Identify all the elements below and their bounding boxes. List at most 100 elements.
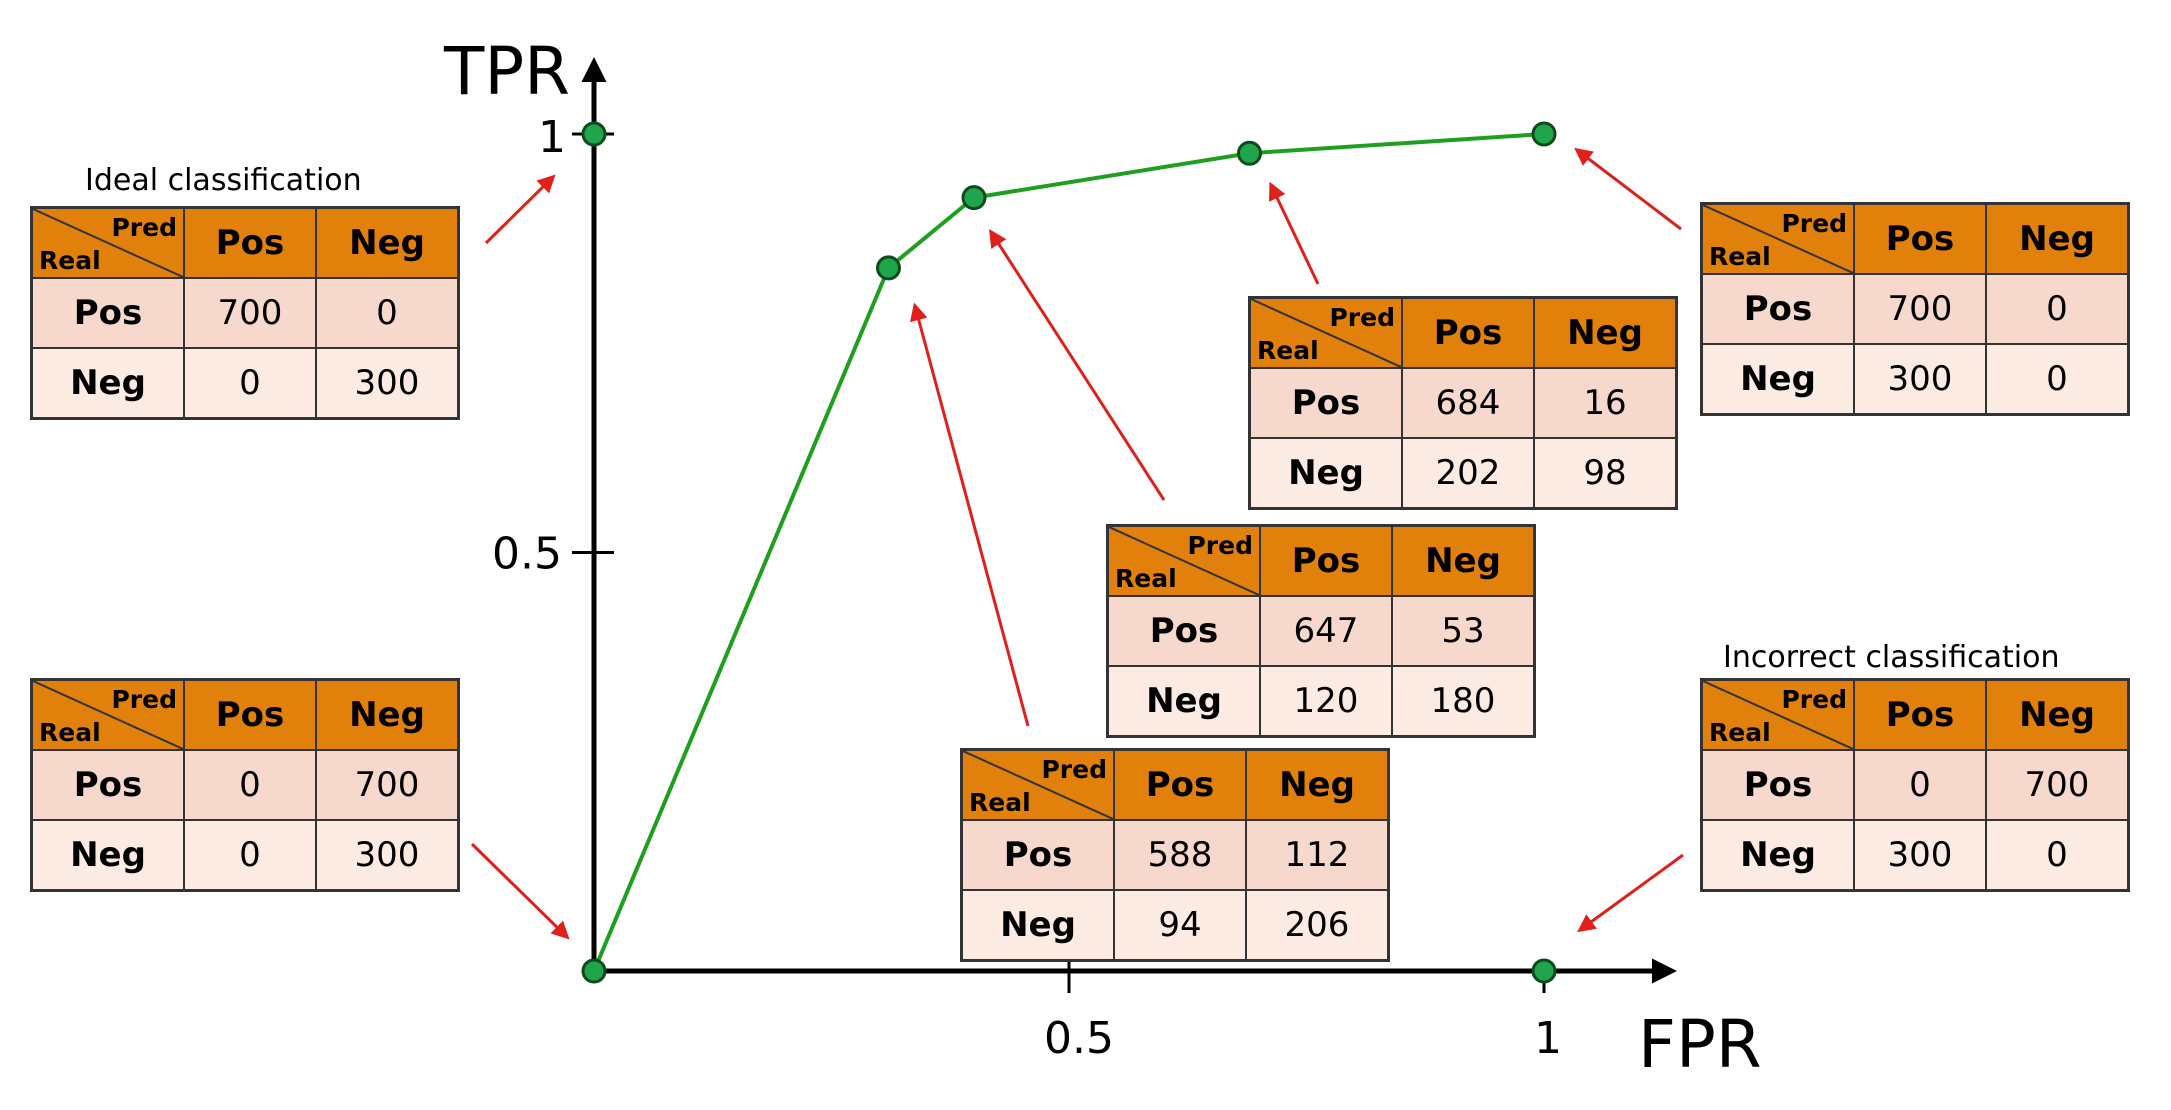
- real-label: Real: [39, 246, 101, 275]
- col-header-neg: Neg: [1391, 524, 1536, 597]
- col-header-pos: Pos: [1853, 202, 1987, 275]
- cell-tn: 0: [1985, 819, 2130, 892]
- cell-fp: 202: [1401, 437, 1535, 510]
- cell-fp: 94: [1113, 889, 1247, 962]
- matrix-corner: Pred Real: [960, 748, 1115, 821]
- corner-diagonal: [1703, 681, 1853, 749]
- confusion-matrix-all-pos: Pred Real Pos Neg Pos 700 0 Neg 300 0: [1700, 202, 2130, 416]
- cell-fn: 700: [315, 749, 460, 821]
- corner-diagonal: [1109, 527, 1259, 595]
- col-header-neg: Neg: [1985, 678, 2130, 751]
- col-header-neg: Neg: [1533, 296, 1678, 369]
- col-header-neg: Neg: [315, 678, 460, 751]
- cell-fp: 120: [1259, 665, 1393, 738]
- cell-fp: 300: [1853, 343, 1987, 416]
- annotation-arrow: [484, 174, 556, 245]
- confusion-matrix-ideal: Pred Real Pos Neg Pos 700 0 Neg 0 300: [30, 206, 460, 420]
- cell-fn: 0: [315, 277, 460, 349]
- cell-fp: 0: [183, 819, 317, 892]
- real-label: Real: [1709, 242, 1771, 271]
- cell-tp: 0: [1853, 749, 1987, 821]
- roc-point: [876, 255, 901, 281]
- annotation-arrow: [470, 842, 570, 940]
- row-header-pos: Pos: [30, 749, 185, 821]
- extreme-point: [1531, 958, 1557, 984]
- roc-point: [1531, 121, 1557, 147]
- row-header-pos: Pos: [1106, 595, 1261, 667]
- cell-tp: 588: [1113, 819, 1247, 891]
- pred-label: Pred: [1329, 303, 1395, 332]
- matrix-caption: Ideal classification: [85, 163, 362, 198]
- cell-tn: 300: [315, 347, 460, 420]
- row-header-neg: Neg: [1248, 437, 1403, 510]
- x-tick-label: 1: [1534, 1013, 1562, 1064]
- confusion-matrix-all-neg: Pred Real Pos Neg Pos 0 700 Neg 0 300: [30, 678, 460, 892]
- row-header-pos: Pos: [30, 277, 185, 349]
- x-axis-label: FPR: [1638, 1006, 1762, 1083]
- pred-label: Pred: [1781, 209, 1847, 238]
- y-tick-label: 0.5: [492, 529, 562, 580]
- real-label: Real: [1257, 336, 1319, 365]
- cell-tp: 700: [1853, 273, 1987, 345]
- cell-fn: 16: [1533, 367, 1678, 439]
- col-header-pos: Pos: [1853, 678, 1987, 751]
- row-header-neg: Neg: [1700, 343, 1855, 416]
- real-label: Real: [1709, 718, 1771, 747]
- col-header-neg: Neg: [315, 206, 460, 279]
- y-tick-label: 1: [538, 112, 566, 163]
- real-label: Real: [39, 718, 101, 747]
- col-header-neg: Neg: [1985, 202, 2130, 275]
- annotation-arrow: [1574, 147, 1682, 231]
- real-label: Real: [1115, 564, 1177, 593]
- cell-tp: 0: [183, 749, 317, 821]
- confusion-matrix-incorrect: Pred Real Pos Neg Pos 0 700 Neg 300 0: [1700, 678, 2130, 892]
- extreme-point: [581, 121, 607, 147]
- matrix-corner: Pred Real: [30, 206, 185, 279]
- matrix-corner: Pred Real: [1700, 202, 1855, 275]
- pred-label: Pred: [1781, 685, 1847, 714]
- col-header-pos: Pos: [1401, 296, 1535, 369]
- cell-tp: 647: [1259, 595, 1393, 667]
- row-header-pos: Pos: [1248, 367, 1403, 439]
- row-header-pos: Pos: [1700, 749, 1855, 821]
- col-header-neg: Neg: [1245, 748, 1390, 821]
- cell-fn: 700: [1985, 749, 2130, 821]
- col-header-pos: Pos: [1259, 524, 1393, 597]
- corner-diagonal: [33, 681, 183, 749]
- row-header-neg: Neg: [1700, 819, 1855, 892]
- confusion-matrix-thr-684: Pred Real Pos Neg Pos 684 16 Neg 202 98: [1248, 296, 1678, 510]
- cell-tp: 700: [183, 277, 317, 349]
- col-header-pos: Pos: [1113, 748, 1247, 821]
- matrix-caption: Incorrect classification: [1723, 640, 2060, 675]
- pred-label: Pred: [1041, 755, 1107, 784]
- x-tick-label: 0.5: [1044, 1013, 1114, 1064]
- annotation-arrow: [1577, 853, 1684, 933]
- matrix-corner: Pred Real: [1248, 296, 1403, 369]
- row-header-neg: Neg: [960, 889, 1115, 962]
- confusion-matrix-thr-588: Pred Real Pos Neg Pos 588 112 Neg 94 206: [960, 748, 1390, 962]
- cell-fp: 300: [1853, 819, 1987, 892]
- pred-label: Pred: [1187, 531, 1253, 560]
- roc-point: [961, 185, 987, 211]
- corner-diagonal: [33, 209, 183, 277]
- cell-tn: 300: [315, 819, 460, 892]
- row-header-neg: Neg: [1106, 665, 1261, 738]
- real-label: Real: [969, 788, 1031, 817]
- cell-fn: 112: [1245, 819, 1390, 891]
- cell-fn: 53: [1391, 595, 1536, 667]
- cell-tn: 98: [1533, 437, 1678, 510]
- cell-tn: 0: [1985, 343, 2130, 416]
- pred-label: Pred: [111, 685, 177, 714]
- cell-tn: 206: [1245, 889, 1390, 962]
- matrix-corner: Pred Real: [1700, 678, 1855, 751]
- col-header-pos: Pos: [183, 206, 317, 279]
- cell-tp: 684: [1401, 367, 1535, 439]
- roc-point: [581, 958, 607, 984]
- annotation-arrow: [910, 302, 1030, 727]
- cell-fn: 0: [1985, 273, 2130, 345]
- pred-label: Pred: [111, 213, 177, 242]
- corner-diagonal: [1251, 299, 1401, 367]
- col-header-pos: Pos: [183, 678, 317, 751]
- y-axis-label: TPR: [443, 33, 570, 110]
